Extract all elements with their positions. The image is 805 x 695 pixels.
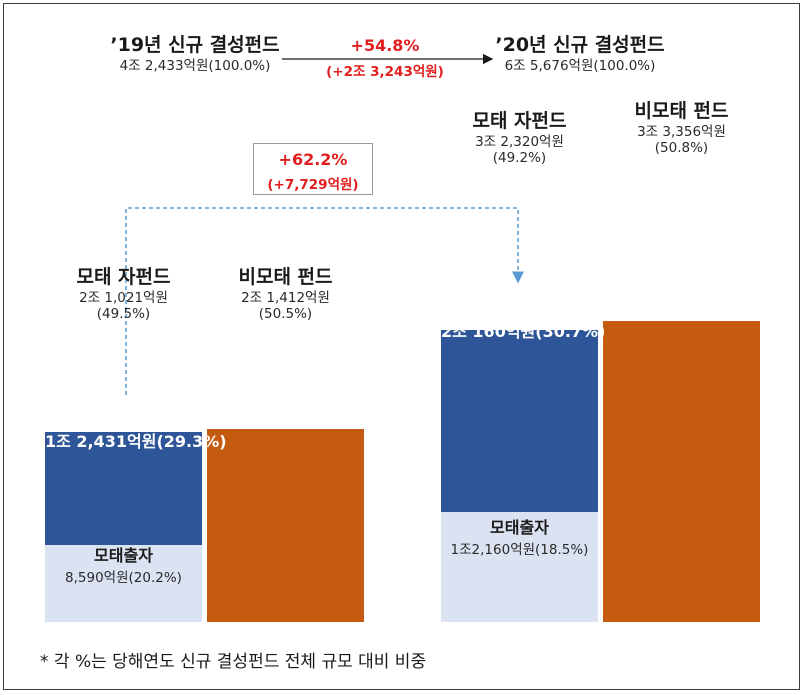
label-2020-mother-contribution-value: 1조2,160억원(18.5%) (450, 542, 589, 558)
label-2019-private-name: 민간·정책기관 출자 (58, 409, 189, 428)
mother-fund-growth-pct: +62.2% (278, 150, 348, 169)
label-2019-mother-contribution-value: 8,590억원(20.2%) (65, 570, 182, 586)
label-2020-non-mother-fund: 비모태 펀드 (634, 100, 729, 122)
label-2019-mother-fund: 모태 자펀드 (76, 266, 171, 288)
label-2019-non-mother-fund-share: (50.5%) (258, 306, 313, 322)
footnote: * 각 %는 당해연도 신규 결성펀드 전체 규모 대비 비중 (40, 652, 427, 672)
bar-2019-private-contribution (45, 432, 202, 545)
mother-fund-growth-amount: (+7,729억원) (267, 177, 359, 193)
bar-2020-mother-contribution (441, 512, 598, 622)
label-2019-non-mother-fund-amount: 2조 1,412억원 (241, 290, 330, 306)
y19-title: ’19년 신규 결성펀드 (110, 34, 280, 56)
label-2020-non-mother-fund-amount: 3조 3,356억원 (637, 124, 726, 140)
label-2020-mother-fund-amount: 3조 2,320억원 (475, 134, 564, 150)
label-2020-mother-fund-share: (49.2%) (492, 150, 547, 166)
bar-2020-private-contribution (441, 330, 598, 513)
label-2020-mother-contribution-name: 모태출자 (490, 518, 549, 537)
label-2020-mother-fund: 모태 자펀드 (472, 110, 567, 132)
label-2020-non-mother-fund-share: (50.8%) (654, 140, 709, 156)
y19-total: 4조 2,433억원(100.0%) (119, 58, 271, 74)
label-2019-private-value: 1조 2,431억원(29.3%) (45, 432, 227, 451)
y20-title: ’20년 신규 결성펀드 (495, 34, 665, 56)
mother-fund-growth-box (253, 143, 373, 195)
y19-y20-growth-amount: (+2조 3,243억원) (326, 64, 444, 80)
label-2019-mother-fund-amount: 2조 1,021억원 (79, 290, 168, 306)
bar-2019-mother-contribution (45, 544, 202, 622)
y19-y20-growth-pct: +54.8% (350, 36, 420, 55)
label-2020-private-value: 2조 160억원(30.7%) (441, 322, 606, 341)
bar-2020-non-mother-fund (603, 321, 760, 622)
label-2019-non-mother-fund: 비모태 펀드 (238, 266, 333, 288)
label-2020-private-name: 민간·정책기관 출자 (454, 300, 585, 319)
y20-total: 6조 5,676억원(100.0%) (504, 58, 656, 74)
label-2019-mother-fund-share: (49.5%) (96, 306, 151, 322)
label-2019-mother-contribution-name: 모태출자 (94, 546, 153, 565)
bar-2019-non-mother-fund (207, 428, 364, 622)
